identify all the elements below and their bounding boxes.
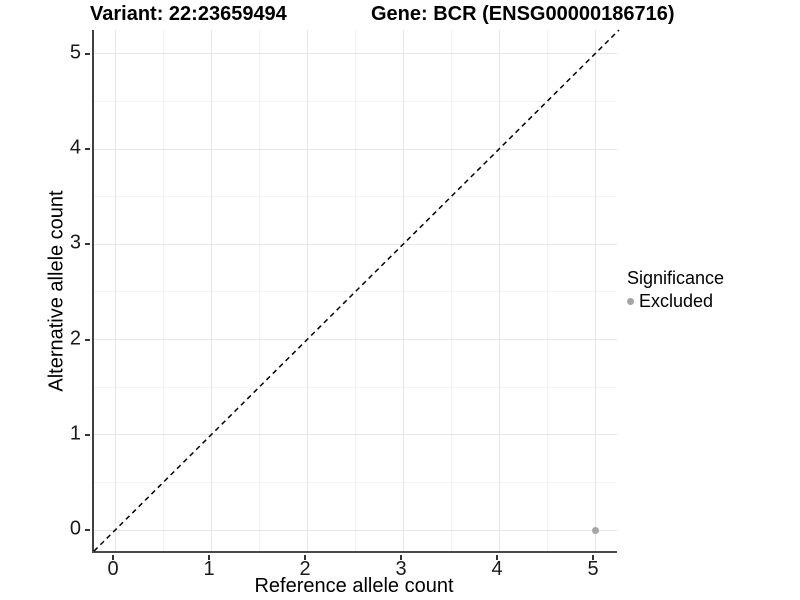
legend-item-label: Excluded: [639, 291, 714, 311]
gridline-major-v: [210, 30, 212, 551]
legend-point-icon: [627, 298, 634, 305]
x-tick-mark: [208, 555, 211, 560]
gridline-major-v: [114, 30, 116, 551]
gridline-major-h: [94, 529, 617, 531]
y-tick-label: 5: [69, 41, 81, 64]
legend: Significance Excluded: [627, 268, 724, 312]
x-tick-label: 2: [299, 558, 311, 580]
x-tick-label: 5: [587, 558, 599, 580]
y-axis-title: Alternative allele count: [45, 190, 68, 392]
gridline-major-h: [94, 339, 617, 341]
gridline-minor-v: [450, 30, 452, 551]
x-tick-mark: [112, 555, 115, 560]
gridline-major-v: [402, 30, 404, 551]
x-tick-label: 1: [203, 558, 215, 580]
x-tick-label: 0: [107, 558, 119, 580]
plot-panel: [92, 29, 620, 553]
gridline-major-v: [498, 30, 500, 551]
y-tick-label: 3: [69, 231, 81, 254]
plot-title-gene: Gene: BCR (ENSG00000186716): [371, 3, 675, 25]
y-tick-label: 4: [69, 136, 81, 159]
y-tick-label: 0: [69, 517, 81, 540]
x-tick-label: 4: [491, 558, 503, 580]
gridline-major-h: [94, 53, 617, 55]
x-tick-mark: [592, 555, 594, 560]
gridline-major-h: [94, 434, 617, 436]
y-tick-label: 1: [69, 422, 81, 445]
gridline-major-h: [94, 148, 617, 150]
gridline-major-h: [94, 243, 617, 245]
y-tick-mark: [85, 338, 90, 341]
x-tick-label: 3: [395, 558, 407, 580]
x-tick-mark: [304, 555, 307, 560]
legend-item-excluded: Excluded: [627, 291, 724, 312]
gridline-minor-h: [94, 196, 617, 198]
y-tick-mark: [85, 433, 90, 436]
plot-title-variant: Variant: 22:23659494: [90, 3, 287, 25]
legend-title: Significance: [627, 268, 725, 288]
y-tick-label: 2: [69, 326, 81, 349]
y-tick-mark: [85, 52, 90, 55]
gridline-minor-v: [354, 30, 356, 551]
gridline-minor-v: [258, 30, 260, 551]
y-tick-mark: [85, 243, 90, 246]
x-axis-title: Reference allele count: [254, 575, 454, 597]
y-tick-mark: [85, 529, 90, 532]
data-point: [591, 526, 599, 534]
gridline-major-v: [306, 30, 308, 551]
gridline-minor-h: [94, 482, 617, 483]
y-tick-mark: [85, 148, 90, 151]
gridline-minor-h: [94, 386, 617, 388]
x-tick-mark: [400, 555, 403, 560]
x-tick-mark: [496, 555, 499, 560]
gridline-minor-h: [94, 100, 617, 102]
gridline-major-v: [594, 30, 596, 551]
gridline-minor-h: [94, 291, 617, 293]
gridline-minor-v: [162, 30, 164, 551]
gridline-minor-v: [546, 30, 548, 551]
identity-dashed-line: [93, 29, 620, 552]
